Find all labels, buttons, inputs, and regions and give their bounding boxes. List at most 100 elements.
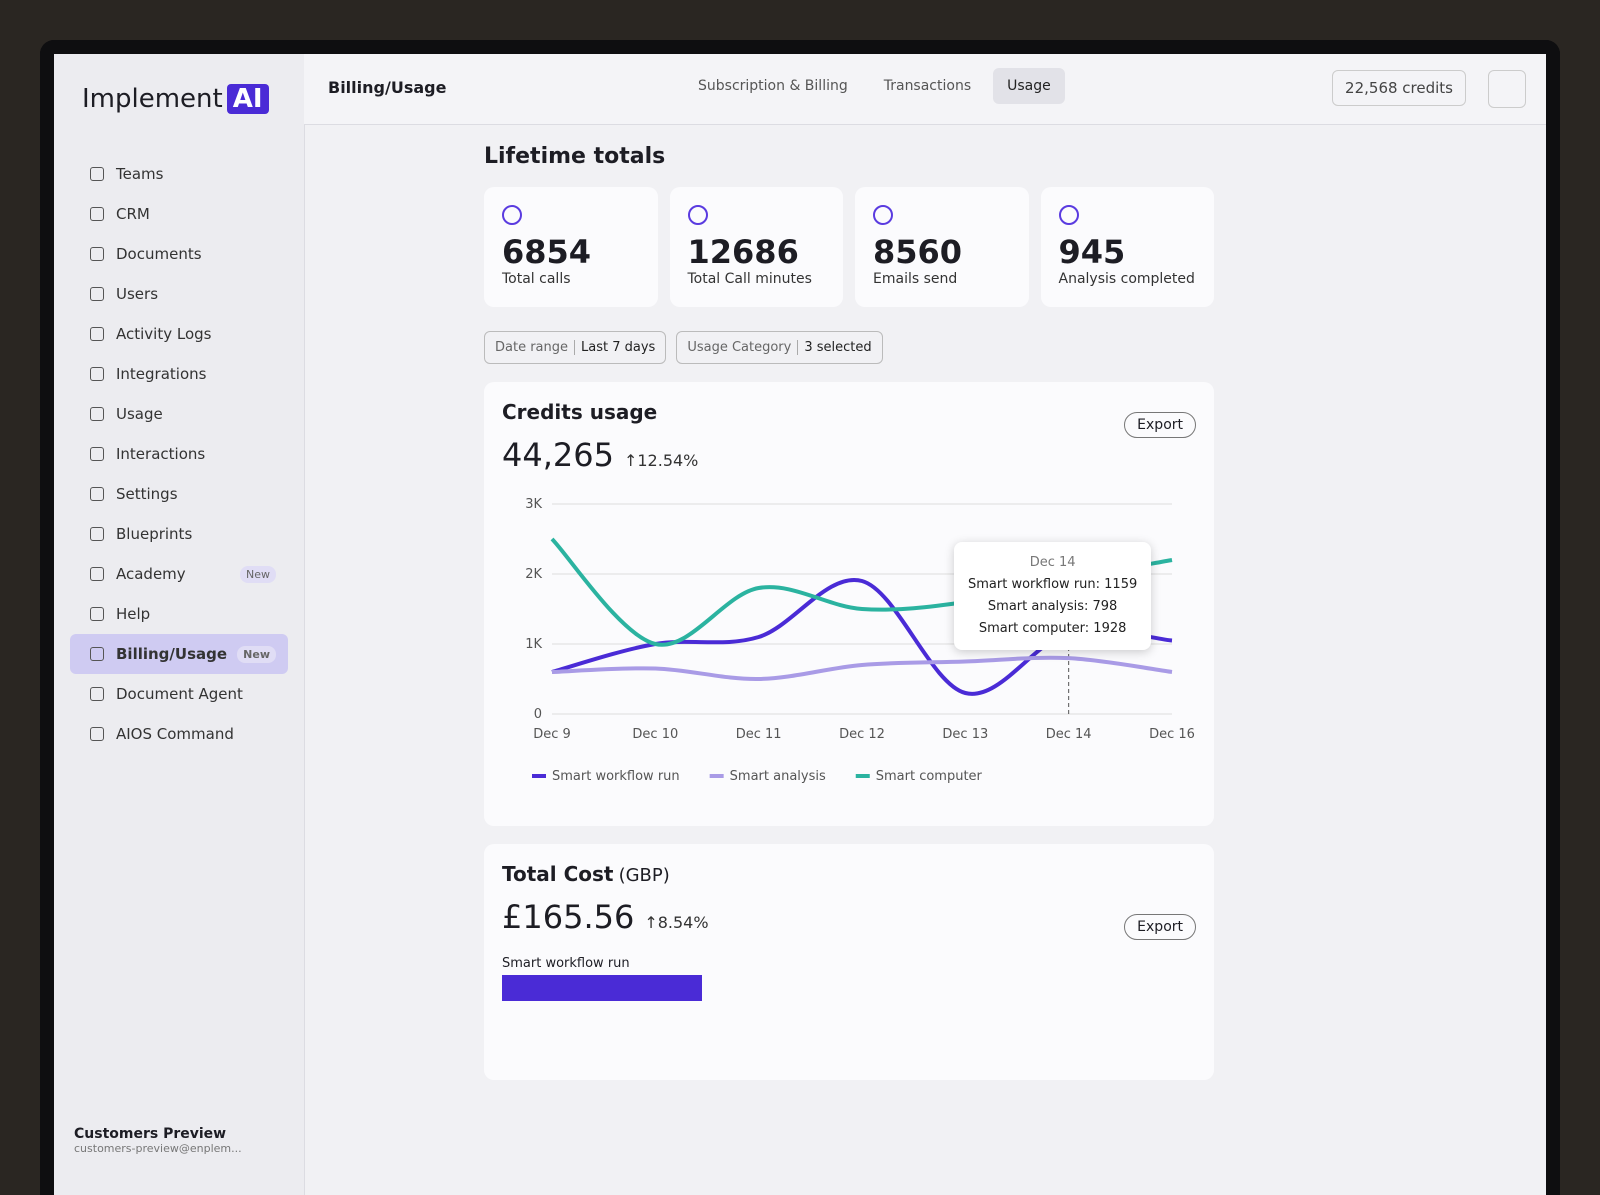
stat-card: 6854 Total calls xyxy=(484,187,658,307)
export-button[interactable]: Export xyxy=(1124,914,1196,940)
nav-label: CRM xyxy=(116,205,150,223)
filter-value: Last 7 days xyxy=(574,340,656,355)
nav-label: Users xyxy=(116,285,159,303)
badge: New xyxy=(240,565,276,583)
cards: 6854 Total calls 12686 Total Call minutes 85… xyxy=(484,187,1214,307)
tooltip-line: Smart workflow run: 1159 xyxy=(968,577,1138,592)
nav-item[interactable]: Blueprints xyxy=(70,514,288,554)
legend-label: Smart workflow run xyxy=(552,769,680,784)
legend-label: Smart computer xyxy=(876,769,983,784)
tab[interactable]: Usage xyxy=(993,68,1065,104)
filter[interactable]: Date range Last 7 days xyxy=(484,331,667,364)
section-title: Lifetime totals xyxy=(484,144,666,169)
stat-card: 12686 Total Call minutes xyxy=(669,187,843,307)
credits-panel: Credits usage 44,265 ↑12.54% Export 0 1K 2K… xyxy=(484,382,1214,826)
export-button[interactable]: Export xyxy=(1124,412,1196,438)
x-tick-label: Dec 13 xyxy=(942,727,988,742)
total: 44,265 xyxy=(502,436,614,474)
brand-name: Implement xyxy=(82,84,223,114)
x-tick-label: Dec 10 xyxy=(632,727,678,742)
user[interactable]: Customers Preview customers-preview@enple… xyxy=(74,1126,242,1155)
cost-change: ↑8.54% xyxy=(644,913,709,932)
stat-label: Emails send xyxy=(873,271,958,287)
chart-title: Credits usage xyxy=(502,400,658,424)
bar-label: Smart workflow run xyxy=(502,956,630,971)
nav-label: Blueprints xyxy=(116,525,193,543)
sidebar: Implement AI Teams CRM Documents Users Activi… xyxy=(54,54,305,1195)
legend-swatch xyxy=(855,774,870,778)
x-tick-label: Dec 16 xyxy=(1149,727,1195,742)
stat-value: 945 xyxy=(1058,233,1126,271)
x-tick-label: Dec 14 xyxy=(1046,727,1092,742)
y-tick-label: 1K xyxy=(525,637,542,652)
cost-title: Total Cost xyxy=(502,862,614,886)
cost-unit: (GBP) xyxy=(618,865,670,886)
tooltip-line: Smart computer: 1928 xyxy=(978,621,1127,636)
stat-value: 6854 xyxy=(502,233,592,271)
user-email: customers-preview@enplem... xyxy=(74,1142,242,1155)
tab[interactable]: Subscription & Billing xyxy=(698,78,848,94)
total-row: 44,265 ↑12.54% xyxy=(502,436,1196,474)
nav-item[interactable]: CRM xyxy=(70,194,288,234)
nav-label: Integrations xyxy=(116,365,207,383)
legend-swatch xyxy=(532,774,546,778)
change: ↑12.54% xyxy=(623,451,699,470)
stat-label: Total Call minutes xyxy=(687,271,812,287)
nav-item[interactable]: Settings xyxy=(70,474,288,514)
nav: Teams CRM Documents Users Activity Logs Integ… xyxy=(70,154,288,754)
nav-item[interactable]: Interactions xyxy=(70,434,288,474)
icon xyxy=(687,205,708,225)
icon xyxy=(1058,205,1079,225)
nav-label: AIOS Command xyxy=(116,725,234,743)
icon xyxy=(873,205,893,225)
main: Lifetime totals 6854 Total calls 12686 Tota… xyxy=(484,144,1214,1098)
cost-total: £165.56 xyxy=(502,898,635,936)
badge: New xyxy=(237,645,276,663)
credits[interactable]: 22,568 credits xyxy=(1332,70,1466,106)
legend-label: Smart analysis xyxy=(730,769,826,784)
user-name: Customers Preview xyxy=(74,1126,227,1142)
stat-label: Analysis completed xyxy=(1058,271,1195,287)
nav-label: Teams xyxy=(116,165,164,183)
nav-label: Usage xyxy=(116,405,163,423)
cost-title-row: Total Cost (GBP) xyxy=(502,862,1196,886)
stat-card: 945 Analysis completed xyxy=(1040,187,1214,307)
stat-value: 12686 xyxy=(687,233,799,271)
y-tick-label: 0 xyxy=(534,707,542,722)
nav-item[interactable]: Usage xyxy=(70,394,288,434)
nav-item[interactable]: Integrations xyxy=(70,354,288,394)
tabs: Subscription & Billing Transactions Usage xyxy=(684,68,1065,104)
filters: Date range Last 7 days Usage Category 3 sel… xyxy=(484,331,1214,364)
nav-item[interactable]: Document Agent xyxy=(70,674,288,714)
nav-item[interactable]: Documents xyxy=(70,234,288,274)
series-line xyxy=(551,655,1173,682)
x-tick-label: Dec 12 xyxy=(839,727,885,742)
nav-item[interactable]: Users xyxy=(70,274,288,314)
brand: Implement AI xyxy=(82,84,269,114)
header: Billing/Usage Subscription & Billing Tran… xyxy=(304,54,1546,125)
nav-item[interactable]: AIOS Command xyxy=(70,714,288,754)
filter-value: 3 selected xyxy=(797,340,872,355)
nav-label: Academy xyxy=(116,565,186,583)
nav-item[interactable]: Help xyxy=(70,594,288,634)
nav-item[interactable]: Teams xyxy=(70,154,288,194)
nav-item[interactable]: Activity Logs xyxy=(70,314,288,354)
x-tick-label: Dec 9 xyxy=(533,727,571,742)
cost-total-row: £165.56 ↑8.54% xyxy=(502,898,1196,936)
cost-bar xyxy=(502,975,702,1001)
nav-item[interactable]: Billing/Usage New xyxy=(70,634,288,674)
tab[interactable]: Transactions xyxy=(883,78,972,94)
nav-label: Help xyxy=(116,605,151,623)
theme-toggle[interactable] xyxy=(1488,70,1526,108)
tooltip: Dec 14 Smart workflow run: 1159 Smart anal… xyxy=(954,542,1152,650)
tooltip-line: Smart analysis: 798 xyxy=(987,599,1118,614)
stat-label: Total calls xyxy=(502,271,571,287)
legend-swatch xyxy=(709,774,724,778)
nav-label: Document Agent xyxy=(116,685,243,703)
x-tick-label: Dec 11 xyxy=(736,727,782,742)
nav-item[interactable]: Academy New xyxy=(70,554,288,594)
filter[interactable]: Usage Category 3 selected xyxy=(676,331,883,364)
icon xyxy=(502,205,522,225)
brand-logo: AI xyxy=(226,84,269,114)
